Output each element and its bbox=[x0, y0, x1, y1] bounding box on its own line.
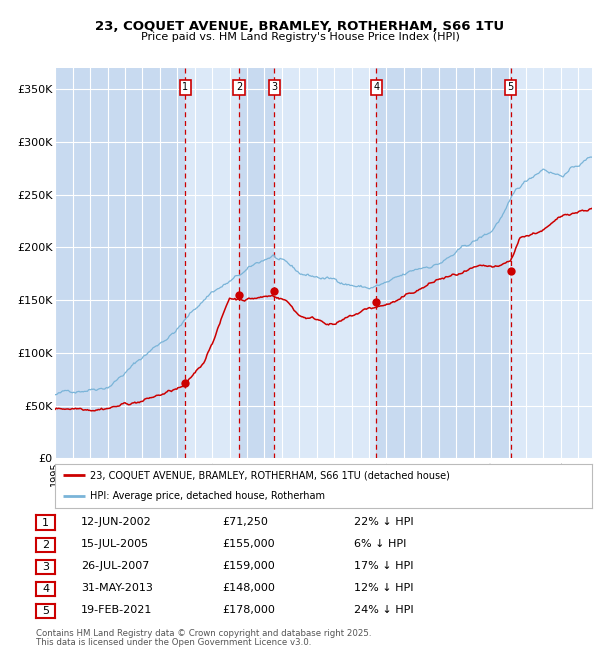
Text: 31-MAY-2013: 31-MAY-2013 bbox=[81, 583, 153, 593]
Text: £148,000: £148,000 bbox=[222, 583, 275, 593]
Text: 5: 5 bbox=[508, 82, 514, 92]
Text: 3: 3 bbox=[271, 82, 277, 92]
Text: 24% ↓ HPI: 24% ↓ HPI bbox=[354, 605, 413, 616]
Text: Price paid vs. HM Land Registry's House Price Index (HPI): Price paid vs. HM Land Registry's House … bbox=[140, 32, 460, 42]
Bar bbox=[274, 68, 376, 458]
Text: 12% ↓ HPI: 12% ↓ HPI bbox=[354, 583, 413, 593]
Text: 1: 1 bbox=[42, 517, 49, 528]
Text: 4: 4 bbox=[42, 584, 49, 594]
Text: This data is licensed under the Open Government Licence v3.0.: This data is licensed under the Open Gov… bbox=[36, 638, 311, 647]
Bar bbox=[55, 68, 185, 458]
Text: 22% ↓ HPI: 22% ↓ HPI bbox=[354, 517, 413, 527]
Text: 2: 2 bbox=[42, 540, 49, 550]
Text: 17% ↓ HPI: 17% ↓ HPI bbox=[354, 561, 413, 571]
Text: 23, COQUET AVENUE, BRAMLEY, ROTHERHAM, S66 1TU: 23, COQUET AVENUE, BRAMLEY, ROTHERHAM, S… bbox=[95, 20, 505, 32]
Text: 2: 2 bbox=[236, 82, 242, 92]
Text: £155,000: £155,000 bbox=[222, 539, 275, 549]
Text: 4: 4 bbox=[373, 82, 379, 92]
Text: 3: 3 bbox=[42, 562, 49, 572]
Text: 19-FEB-2021: 19-FEB-2021 bbox=[81, 605, 152, 616]
Text: HPI: Average price, detached house, Rotherham: HPI: Average price, detached house, Roth… bbox=[90, 491, 325, 501]
Text: 6% ↓ HPI: 6% ↓ HPI bbox=[354, 539, 406, 549]
Text: 15-JUL-2005: 15-JUL-2005 bbox=[81, 539, 149, 549]
Bar bbox=[376, 68, 511, 458]
Text: 1: 1 bbox=[182, 82, 188, 92]
Text: 5: 5 bbox=[42, 606, 49, 616]
Text: £178,000: £178,000 bbox=[222, 605, 275, 616]
Text: 23, COQUET AVENUE, BRAMLEY, ROTHERHAM, S66 1TU (detached house): 23, COQUET AVENUE, BRAMLEY, ROTHERHAM, S… bbox=[90, 470, 450, 480]
Text: £71,250: £71,250 bbox=[222, 517, 268, 527]
Bar bbox=[511, 68, 592, 458]
Text: 12-JUN-2002: 12-JUN-2002 bbox=[81, 517, 152, 527]
Text: £159,000: £159,000 bbox=[222, 561, 275, 571]
Text: 26-JUL-2007: 26-JUL-2007 bbox=[81, 561, 149, 571]
Bar bbox=[185, 68, 239, 458]
Bar bbox=[239, 68, 274, 458]
Text: Contains HM Land Registry data © Crown copyright and database right 2025.: Contains HM Land Registry data © Crown c… bbox=[36, 629, 371, 638]
